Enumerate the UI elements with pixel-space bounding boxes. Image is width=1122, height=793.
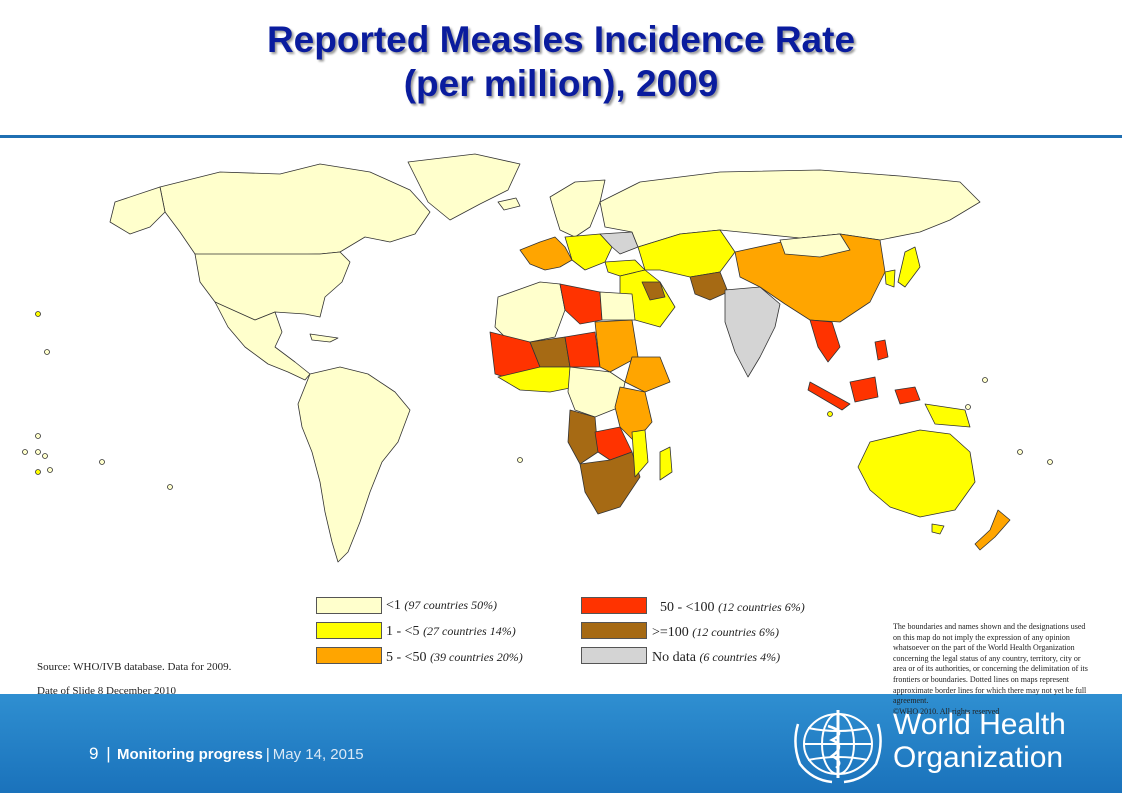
island bbox=[35, 449, 41, 455]
copyright-text: ©WHO 2010. All rights reserved bbox=[893, 706, 1000, 716]
island bbox=[47, 467, 53, 473]
island bbox=[99, 459, 105, 465]
angola bbox=[567, 409, 599, 465]
who-emblem-icon bbox=[794, 710, 882, 784]
organization-line-1: World Health bbox=[893, 708, 1066, 741]
iraq bbox=[641, 281, 666, 301]
usa bbox=[194, 251, 351, 321]
indonesia-west bbox=[807, 381, 851, 411]
island bbox=[42, 453, 48, 459]
egypt bbox=[599, 291, 636, 321]
legend-label: <1 bbox=[386, 598, 401, 613]
russia bbox=[599, 169, 981, 248]
legend-note: (12 countries 6%) bbox=[718, 600, 805, 614]
indonesia-east bbox=[894, 386, 921, 405]
island bbox=[35, 469, 41, 475]
canada bbox=[159, 163, 431, 258]
world-map-icon bbox=[22, 153, 1053, 563]
south-america bbox=[297, 366, 411, 563]
greenland bbox=[407, 153, 521, 221]
madagascar bbox=[659, 446, 673, 481]
source-note: Source: WHO/IVB database. Data for 2009. bbox=[37, 661, 232, 673]
western-europe bbox=[519, 236, 573, 271]
japan bbox=[897, 246, 921, 288]
legend-note: (39 countries 20%) bbox=[430, 650, 523, 664]
slide-title: Reported Measles Incidence Rate (per mil… bbox=[0, 18, 1122, 106]
legend-note: (6 countries 4%) bbox=[699, 650, 781, 664]
sudan bbox=[594, 319, 639, 373]
island bbox=[965, 404, 971, 410]
page-number-value: 9 bbox=[89, 744, 99, 763]
mongolia bbox=[779, 233, 851, 258]
chad bbox=[564, 331, 601, 368]
title-divider bbox=[0, 135, 1122, 138]
legend-swatch bbox=[316, 622, 382, 639]
scandinavia bbox=[549, 179, 606, 238]
organization-name: World Health Organization bbox=[893, 708, 1066, 774]
island bbox=[827, 411, 833, 417]
legend-swatch bbox=[581, 622, 647, 639]
footer-caption: Monitoring progress | May 14, 2015 bbox=[117, 746, 364, 763]
legend-swatch bbox=[316, 597, 382, 614]
island bbox=[1017, 449, 1023, 455]
island bbox=[35, 433, 41, 439]
page-number: 9 | bbox=[89, 744, 111, 763]
island bbox=[517, 457, 523, 463]
central-africa bbox=[567, 366, 626, 418]
footer-section: Monitoring progress bbox=[117, 746, 263, 763]
island bbox=[44, 349, 50, 355]
southern-africa bbox=[579, 451, 641, 515]
libya bbox=[559, 283, 603, 325]
footer-date: May 14, 2015 bbox=[272, 746, 364, 763]
new-zealand bbox=[974, 509, 1011, 551]
eastern-europe bbox=[599, 231, 639, 255]
map-disclaimer: The boundaries and names shown and the d… bbox=[893, 622, 1093, 717]
island bbox=[22, 449, 28, 455]
ethiopia bbox=[624, 356, 671, 393]
disclaimer-text: The boundaries and names shown and the d… bbox=[893, 622, 1088, 706]
papua bbox=[924, 403, 971, 428]
title-line-2: (per million), 2009 bbox=[403, 63, 719, 104]
mozambique bbox=[631, 429, 649, 478]
iceland bbox=[497, 197, 521, 211]
afghanistan bbox=[689, 271, 729, 301]
legend-label: No data bbox=[652, 650, 696, 665]
legend-note: (12 countries 6%) bbox=[692, 625, 779, 639]
island bbox=[167, 484, 173, 490]
southeast-asia bbox=[809, 319, 841, 363]
island bbox=[1047, 459, 1053, 465]
cuba bbox=[309, 333, 339, 343]
island bbox=[35, 311, 41, 317]
title-line-1: Reported Measles Incidence Rate bbox=[266, 19, 856, 60]
organization-line-2: Organization bbox=[893, 741, 1064, 774]
india bbox=[724, 286, 781, 378]
north-africa-west bbox=[494, 281, 566, 343]
legend-swatch bbox=[581, 597, 647, 614]
korea bbox=[884, 269, 896, 288]
legend-label: 5 - <50 bbox=[386, 650, 427, 665]
island bbox=[982, 377, 988, 383]
alaska bbox=[109, 186, 166, 235]
tasmania bbox=[931, 523, 945, 535]
philippines bbox=[874, 339, 889, 361]
legend-swatch bbox=[581, 647, 647, 664]
legend-note: (97 countries 50%) bbox=[404, 598, 498, 612]
footer-bar bbox=[0, 694, 1122, 793]
legend-swatch bbox=[316, 647, 382, 664]
indonesia-borneo bbox=[849, 376, 879, 403]
legend-label: 50 - <100 bbox=[660, 600, 715, 615]
legend-note: (27 countries 14%) bbox=[423, 624, 516, 638]
legend-label: >=100 bbox=[652, 625, 689, 640]
australia bbox=[857, 429, 976, 518]
legend-label: 1 - <5 bbox=[386, 624, 420, 639]
